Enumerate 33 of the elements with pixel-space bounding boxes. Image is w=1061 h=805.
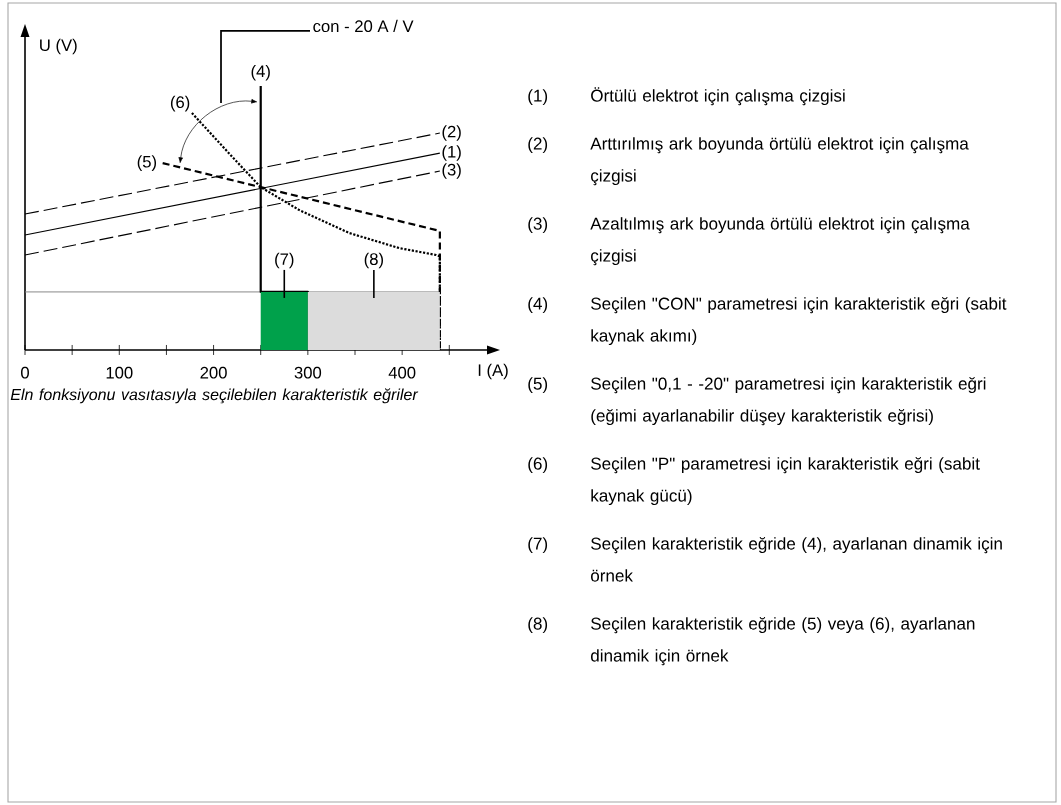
- x-axis-title: I (A): [478, 363, 508, 380]
- text: (5): [528, 377, 548, 394]
- text: Seçilen "CON" parametresi için karakteristik eğri (sabit kaynak akımı): [591, 296, 1007, 346]
- series-label: (6): [170, 95, 190, 112]
- text: (3): [528, 217, 548, 234]
- text: con - 20 A / V: [313, 19, 414, 33]
- text: Seçilen "0,1 - -20" parametresi için karakteristik eğri (eğimi ayarlanabilir düşey karakteristik eğrisi): [591, 376, 986, 426]
- text: Arttırılmış ark boyunda örtülü elektrot için çalışma çizgisi: [590, 137, 969, 186]
- x-tick-label: 200: [200, 366, 227, 379]
- text: (8): [528, 617, 548, 634]
- text: Seçilen karakteristik eğride (5) veya (6), ayarlanan dinamik için örnek: [590, 616, 975, 666]
- text: (1): [528, 89, 548, 106]
- text: (6): [528, 457, 548, 474]
- x-tick-label: 300: [294, 366, 322, 379]
- text: (4): [528, 297, 548, 314]
- text: (7): [528, 537, 548, 554]
- text: Seçilen "P" parametresi için karakteristik eğri (sabit kaynak gücü): [591, 456, 980, 506]
- text: Örtülü elektrot için çalışma çizgisi: [591, 87, 845, 106]
- x-tick-label: 0: [21, 366, 29, 379]
- series-label: (2): [442, 125, 461, 141]
- y-axis-title: U (V): [40, 38, 77, 55]
- x-tick-label: 400: [388, 366, 416, 379]
- series-label: (3): [442, 163, 461, 179]
- series-label: (1): [442, 145, 461, 161]
- text: Seçilen karakteristik eğride (4), ayarlanan dinamik için örnek: [590, 536, 1002, 582]
- series-label: (4): [251, 64, 270, 81]
- text: Eln fonksiyonu vasıtasıyla seçilebilen karakteristik eğriler: [10, 388, 419, 404]
- x-tick-label: 100: [106, 366, 133, 379]
- legend-label: (5): [137, 155, 157, 171]
- text: Azaltılmış ark boyunda örtülü elektrot için çalışma çizgisi: [590, 217, 970, 266]
- series-label: (8): [364, 252, 384, 269]
- series-label: (7): [275, 252, 294, 269]
- text: (2): [528, 137, 548, 154]
